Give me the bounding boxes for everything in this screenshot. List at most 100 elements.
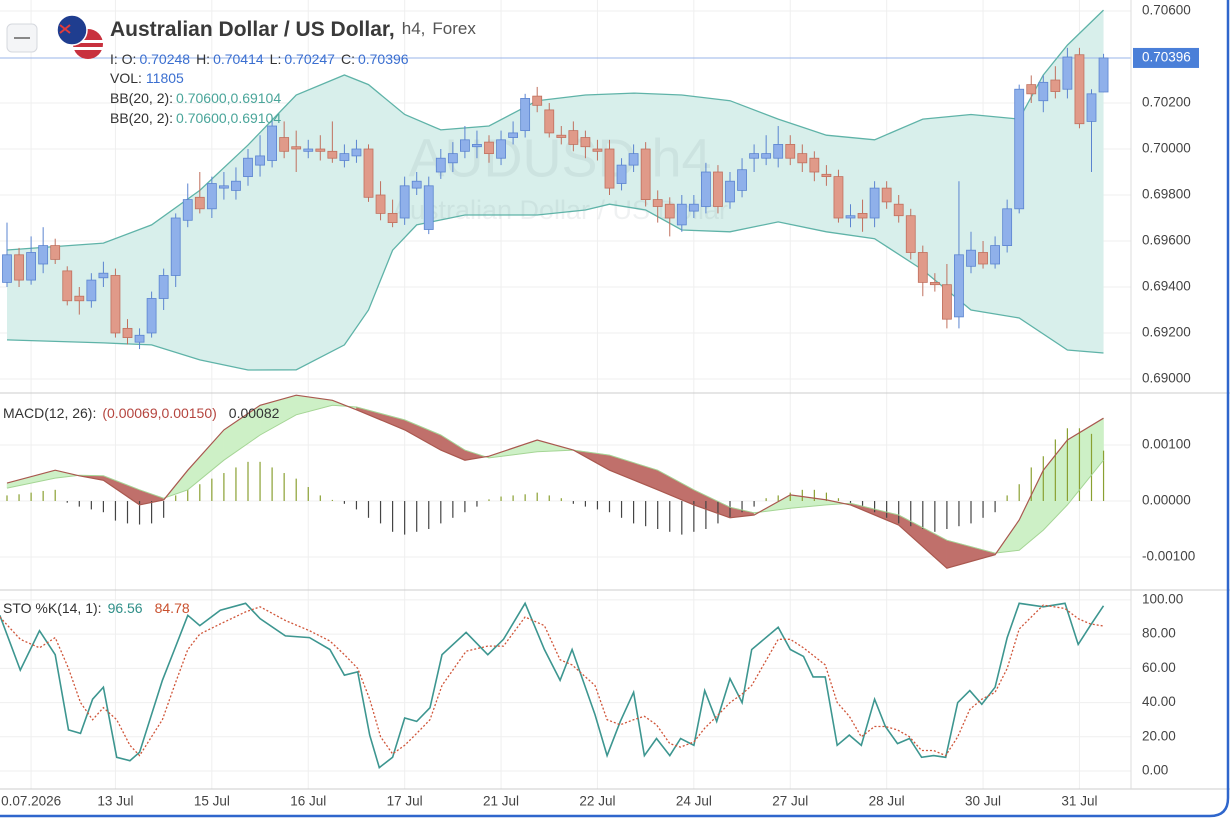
x-tick-label: 30 Jul bbox=[965, 794, 1001, 809]
candle-body bbox=[98, 272, 109, 279]
front-layer: 0.07.2026 13 Jul 15 Jul 16 Jul 17 Jul 21 Jul 2… bbox=[1, 3, 1199, 809]
x-tick-label: 15 Jul bbox=[194, 794, 230, 809]
ohlc-legend: I: O: 0.70248 H: 0.70414 L: 0.70247 C: 0.70396 bbox=[110, 51, 409, 67]
candle-body bbox=[38, 245, 49, 265]
last-price-tag bbox=[1133, 47, 1199, 68]
band-fill bbox=[7, 10, 1104, 371]
chart-header: Australian Dollar / US Dollar, h4, Forex bbox=[110, 18, 476, 41]
candle-body bbox=[845, 215, 856, 219]
y-tick-label: 0.70000 bbox=[1142, 141, 1191, 156]
candle-body bbox=[279, 137, 290, 152]
candle-body bbox=[158, 275, 169, 299]
candle-body bbox=[809, 157, 820, 173]
candle-body bbox=[966, 249, 976, 267]
legend-label: L: bbox=[270, 51, 282, 67]
legend-value: 0.70414 bbox=[213, 51, 264, 67]
y-tick-label: 0.69400 bbox=[1142, 279, 1191, 294]
candle-body bbox=[411, 180, 422, 189]
legend-label: H: bbox=[196, 51, 210, 67]
candle-body bbox=[267, 125, 278, 161]
candle-body bbox=[821, 173, 832, 178]
candle-body bbox=[544, 109, 555, 134]
candle-body bbox=[749, 153, 759, 159]
candle-body bbox=[1050, 79, 1061, 92]
candle-body bbox=[1074, 54, 1085, 125]
y-tick-label: 0.70200 bbox=[1142, 95, 1191, 110]
candle-body bbox=[375, 194, 386, 214]
candle-body bbox=[134, 334, 145, 343]
candle-body bbox=[761, 153, 772, 159]
main-layer bbox=[0, 9, 1109, 769]
bb-legend: BB(20, 2): 0.70600,0.69104 bbox=[110, 90, 281, 106]
us-stripe bbox=[73, 47, 103, 50]
d-line bbox=[0, 604, 1104, 757]
candle-body bbox=[520, 98, 531, 132]
macd-line bbox=[6, 394, 1104, 569]
candle-body bbox=[243, 157, 253, 178]
candle-body bbox=[1026, 84, 1037, 95]
candle-body bbox=[978, 252, 988, 265]
candle-body bbox=[628, 153, 639, 166]
us-stripe bbox=[73, 40, 103, 43]
candle-body bbox=[676, 203, 687, 226]
candle-body bbox=[62, 270, 73, 302]
candle-body bbox=[990, 245, 1000, 265]
candle-body bbox=[929, 281, 940, 286]
candle-body bbox=[532, 95, 543, 106]
candle-body bbox=[580, 137, 591, 148]
candle-body bbox=[592, 148, 603, 152]
legend-label: VOL: bbox=[110, 70, 142, 86]
candle-body bbox=[387, 213, 398, 224]
y-tick-label: 0.70600 bbox=[1142, 3, 1191, 18]
legend-value: 84.78 bbox=[155, 600, 190, 616]
candle-body bbox=[351, 148, 362, 157]
macd-legend: MACD(12, 26): (0.00069,0.00150) 0.00082 bbox=[3, 405, 280, 421]
candle-body bbox=[713, 171, 723, 207]
candle-body bbox=[363, 148, 374, 198]
y-tick-label: 0.69000 bbox=[1142, 371, 1191, 386]
candle-body bbox=[881, 187, 892, 203]
x-tick-label: 31 Jul bbox=[1061, 794, 1097, 809]
legend-value: 0.70600,0.69104 bbox=[176, 90, 281, 106]
candle-body bbox=[484, 141, 494, 155]
candle-body bbox=[664, 203, 675, 219]
candle-body bbox=[556, 134, 567, 138]
legend-value: 0.70396 bbox=[358, 51, 409, 67]
candle-body bbox=[231, 180, 241, 191]
au-cross bbox=[59, 24, 71, 34]
candle-body bbox=[303, 148, 314, 152]
bb-legend: BB(20, 2): 0.70600,0.69104 bbox=[110, 110, 281, 126]
candle-body bbox=[146, 298, 157, 334]
y-tick-label: 0.00 bbox=[1142, 763, 1168, 778]
candle-body bbox=[1086, 93, 1097, 122]
candle-body bbox=[435, 157, 446, 173]
candle-body bbox=[122, 327, 133, 338]
y-tick-label: 40.00 bbox=[1142, 694, 1176, 709]
candle-body bbox=[194, 196, 205, 210]
legend-value: 0.00082 bbox=[229, 405, 280, 421]
candle-body bbox=[640, 148, 651, 201]
band-upper bbox=[6, 9, 1104, 251]
x-tick-label: 24 Jul bbox=[676, 794, 712, 809]
legend-value: (0.00069,0.00150) bbox=[102, 405, 216, 421]
x-tick-label: 16 Jul bbox=[290, 794, 326, 809]
candle-body bbox=[447, 153, 458, 164]
y-tick-label: 0.00100 bbox=[1142, 437, 1191, 452]
candle-body bbox=[399, 185, 410, 219]
candle-body bbox=[652, 199, 663, 207]
candle-body bbox=[26, 252, 37, 281]
candle-body bbox=[1014, 88, 1025, 210]
candle-body bbox=[50, 245, 61, 260]
candle-body bbox=[869, 187, 880, 219]
candle-body bbox=[905, 215, 916, 253]
candle-body bbox=[110, 275, 121, 334]
candle-body bbox=[773, 144, 784, 159]
k-line bbox=[0, 601, 1105, 769]
candle-body bbox=[496, 139, 506, 159]
candle-body bbox=[701, 171, 711, 207]
candle-body bbox=[1038, 81, 1049, 102]
signal-line bbox=[6, 404, 1104, 554]
x-tick-label: 27 Jul bbox=[772, 794, 808, 809]
